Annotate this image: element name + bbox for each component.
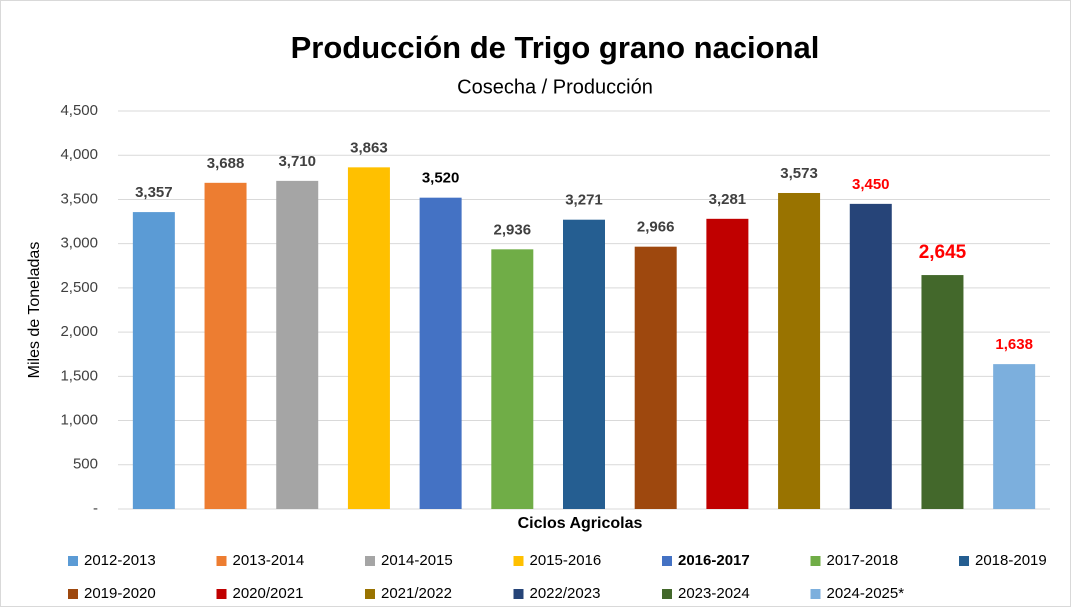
- legend-swatch: [959, 556, 969, 566]
- y-tick-label: 2,500: [60, 279, 98, 296]
- bar: [563, 219, 605, 509]
- bar: [347, 167, 390, 509]
- bar: [491, 249, 534, 509]
- data-label: 1,638: [995, 336, 1033, 353]
- legend-label: 2013-2014: [233, 552, 305, 569]
- legend-swatch: [216, 556, 227, 566]
- y-tick-label: 4,000: [60, 146, 98, 163]
- bar: [993, 364, 1036, 509]
- chart-title: Producción de Trigo grano nacional: [291, 30, 820, 65]
- legend-swatch: [68, 556, 78, 566]
- bar: [276, 180, 319, 510]
- bar: [921, 275, 964, 509]
- legend-label: 2022/2023: [530, 585, 601, 602]
- bar: [706, 218, 749, 509]
- x-axis-label: Ciclos Agricolas: [518, 515, 643, 532]
- bar: [132, 212, 175, 510]
- bar: [634, 246, 677, 510]
- data-label: 2,645: [919, 242, 967, 263]
- legend-swatch: [365, 589, 375, 599]
- legend-label: 2019-2020: [84, 585, 156, 602]
- chart-subtitle: Cosecha / Producción: [457, 76, 653, 98]
- legend-swatch: [810, 589, 821, 599]
- bar: [204, 182, 247, 509]
- y-tick-label: 2,000: [60, 323, 98, 340]
- bar: [849, 203, 892, 509]
- legend-label: 2020/2021: [233, 585, 304, 602]
- legend-label: 2023-2024: [678, 585, 750, 602]
- data-label: 3,357: [135, 184, 173, 201]
- legend-swatch: [68, 589, 78, 599]
- data-label: 3,863: [350, 139, 388, 156]
- data-label: 3,710: [278, 153, 316, 170]
- data-label: 2,936: [494, 221, 532, 238]
- data-label: 3,688: [207, 155, 245, 172]
- legend-swatch: [662, 589, 672, 599]
- y-tick-label: -: [93, 500, 98, 517]
- legend-label: 2017-2018: [827, 552, 899, 569]
- legend-swatch: [216, 589, 227, 599]
- bar: [778, 192, 821, 509]
- legend-label: 2015-2016: [530, 552, 602, 569]
- legend-label: 2021/2022: [381, 585, 452, 602]
- y-tick-label: 3,500: [60, 190, 98, 207]
- legend-swatch: [365, 556, 375, 566]
- y-tick-label: 4,500: [60, 102, 98, 119]
- y-tick-label: 500: [73, 456, 98, 473]
- legend-label: 2012-2013: [84, 552, 156, 569]
- data-label: 3,271: [565, 192, 603, 209]
- y-tick-label: 1,000: [60, 412, 98, 429]
- data-label: 3,573: [780, 165, 818, 182]
- legend-label: 2014-2015: [381, 552, 453, 569]
- legend-swatch: [810, 556, 821, 566]
- legend-label: 2018-2019: [975, 552, 1047, 569]
- bar: [419, 197, 462, 510]
- legend-label: 2024-2025*: [827, 585, 905, 602]
- y-tick-label: 3,000: [60, 235, 98, 252]
- y-axis-label: Miles de Toneladas: [26, 242, 43, 379]
- legend-swatch: [513, 589, 524, 599]
- legend-swatch: [513, 556, 524, 566]
- data-label: 3,520: [422, 170, 460, 187]
- legend-swatch: [662, 556, 672, 566]
- legend-label: 2016-2017: [678, 552, 750, 569]
- data-label: 3,281: [709, 191, 747, 208]
- data-label: 3,450: [852, 176, 890, 193]
- data-label: 2,966: [637, 219, 675, 236]
- y-tick-label: 1,500: [60, 367, 98, 384]
